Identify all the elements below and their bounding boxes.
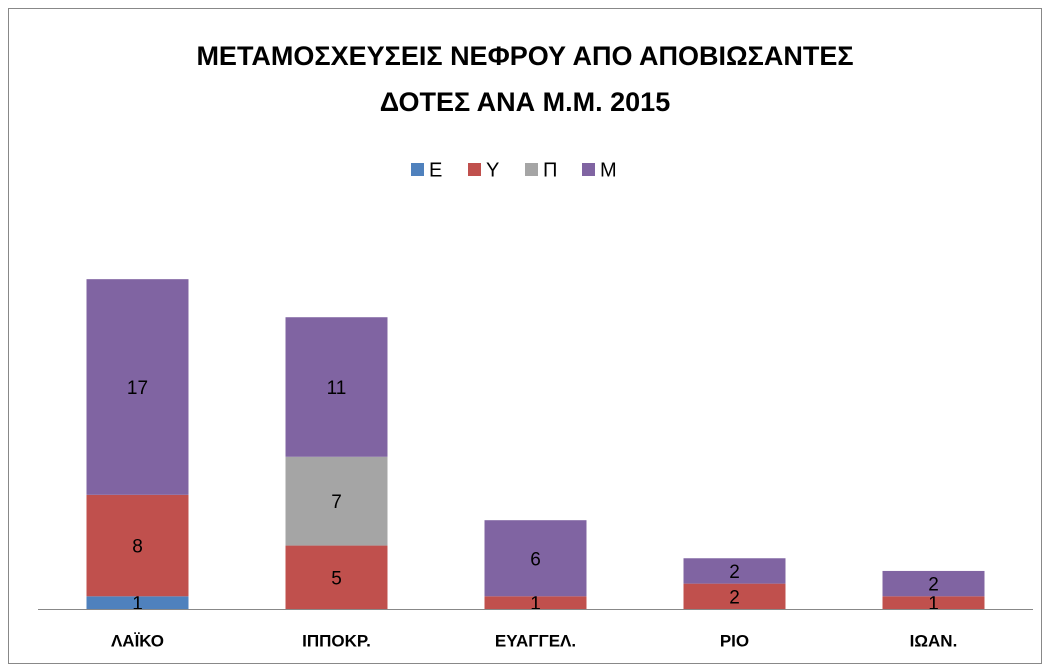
bar-segment: [683, 558, 786, 584]
data-label: 5: [331, 568, 342, 589]
data-label: 6: [530, 549, 541, 570]
bar-segment: [86, 279, 189, 495]
data-label: 2: [928, 575, 939, 596]
bar-segment: [484, 520, 587, 597]
x-tick-label: ΕΥΑΓΓΕΛ.: [495, 631, 576, 650]
legend-swatch: [468, 163, 481, 176]
legend-label: Π: [543, 159, 557, 181]
x-tick-label: ΙΠΠΟΚΡ.: [302, 631, 371, 650]
data-label: 1: [132, 594, 143, 615]
legend-label: Μ: [600, 159, 617, 181]
bar-segment: [86, 494, 189, 597]
data-label: 17: [127, 378, 148, 399]
bar-segment: [285, 317, 388, 457]
data-label: 7: [331, 492, 342, 513]
bar-segment: [285, 456, 388, 546]
x-tick-label: ΙΩΑΝ.: [910, 631, 958, 650]
data-label: 2: [729, 562, 740, 583]
data-label: 8: [132, 537, 143, 558]
bar-segment: [86, 596, 189, 609]
data-label: 1: [530, 594, 541, 615]
bar-segment: [683, 583, 786, 609]
legend-swatch: [582, 163, 595, 176]
data-label: 1: [928, 594, 939, 615]
legend-label: Ε: [429, 159, 442, 181]
bar-segment: [285, 545, 388, 609]
legend-swatch: [525, 163, 538, 176]
data-label: 11: [327, 378, 347, 399]
bar-segment: [882, 570, 985, 597]
x-tick-label: ΡΙΟ: [720, 631, 749, 650]
bar-segment: [882, 596, 985, 609]
chart-title: ΜΕΤΑΜΟΣΧΕΥΣΕΙΣ ΝΕΦΡΟΥ ΑΠΟ ΑΠΟΒΙΩΣΑΝΤΕΣ: [196, 41, 853, 71]
legend-label: Υ: [486, 159, 499, 181]
bar-segment: [484, 596, 587, 609]
x-tick-label: ΛΑΪΚΟ: [111, 631, 164, 650]
chart-title: ΔΟΤΕΣ ΑΝΑ Μ.Μ. 2015: [380, 87, 670, 117]
legend-swatch: [411, 163, 424, 176]
data-label: 2: [729, 587, 740, 608]
